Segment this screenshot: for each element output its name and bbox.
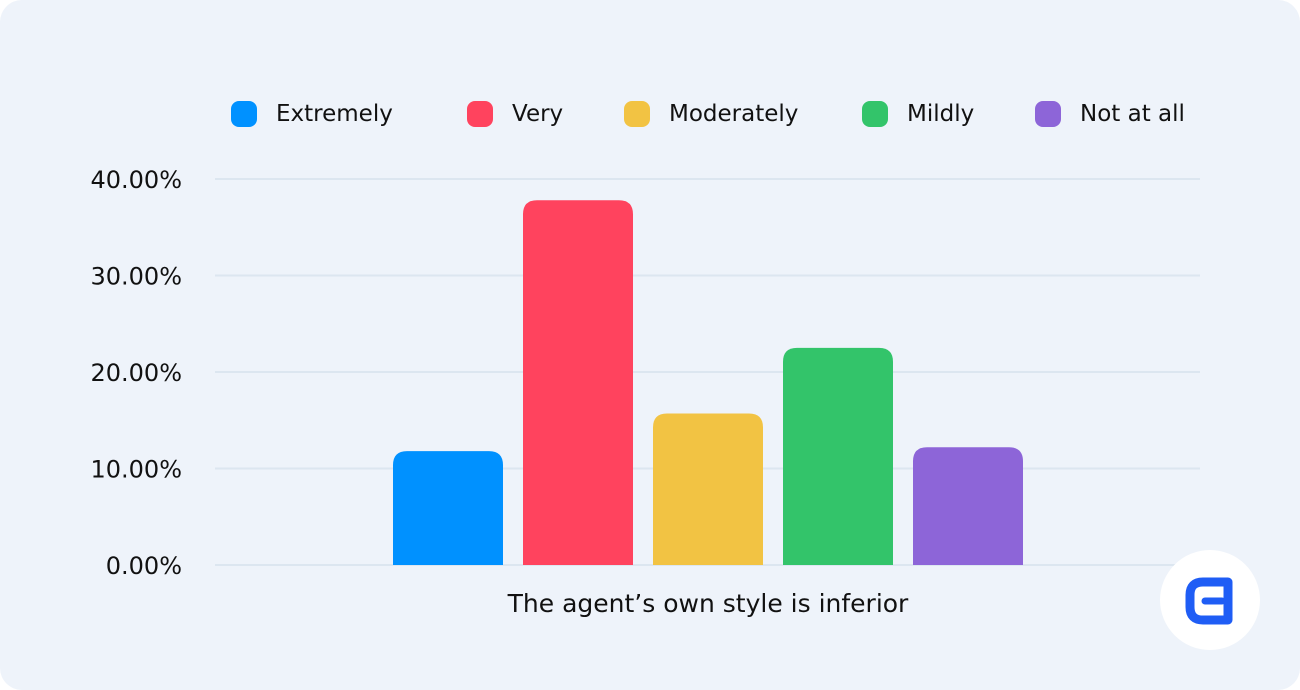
legend-label-not-at-all: Not at all	[1080, 101, 1185, 127]
y-tick-label: 20.00%	[90, 359, 182, 387]
bar-mildly	[783, 347, 893, 565]
legend-item-not-at-all: Not at all	[1035, 96, 1185, 132]
y-tick-label: 0.00%	[106, 552, 182, 580]
bars	[393, 200, 1023, 566]
legend-swatch-mildly	[862, 101, 888, 127]
bar-extremely	[393, 451, 503, 565]
legend-swatch-very	[467, 101, 493, 127]
brand-logo	[1160, 550, 1260, 650]
legend-item-moderately: Moderately	[624, 96, 798, 132]
y-tick-label: 40.00%	[90, 166, 182, 194]
legend-item-extremely: Extremely	[231, 96, 393, 132]
legend-label-very: Very	[512, 101, 564, 127]
bar-very	[523, 200, 633, 566]
bar-not-at-all	[913, 447, 1023, 565]
legend-label-mildly: Mildly	[907, 101, 975, 127]
y-axis-ticks: 0.00% 10.00% 20.00% 30.00% 40.00%	[90, 166, 182, 580]
x-axis-label: The agent’s own style is inferior	[507, 589, 909, 618]
y-tick-label: 10.00%	[90, 456, 182, 484]
chart-legend: Extremely Very Moderately Mildly Not at …	[0, 0, 1300, 160]
bar-moderately	[653, 413, 763, 565]
legend-swatch-extremely	[231, 101, 257, 127]
legend-label-extremely: Extremely	[276, 101, 393, 127]
legend-swatch-not-at-all	[1035, 101, 1061, 127]
legend-label-moderately: Moderately	[669, 101, 799, 127]
legend-swatch-moderately	[624, 101, 650, 127]
brand-logo-icon	[1185, 577, 1233, 625]
legend-item-mildly: Mildly	[862, 96, 974, 132]
y-tick-label: 30.00%	[90, 263, 182, 291]
legend-item-very: Very	[467, 96, 563, 132]
